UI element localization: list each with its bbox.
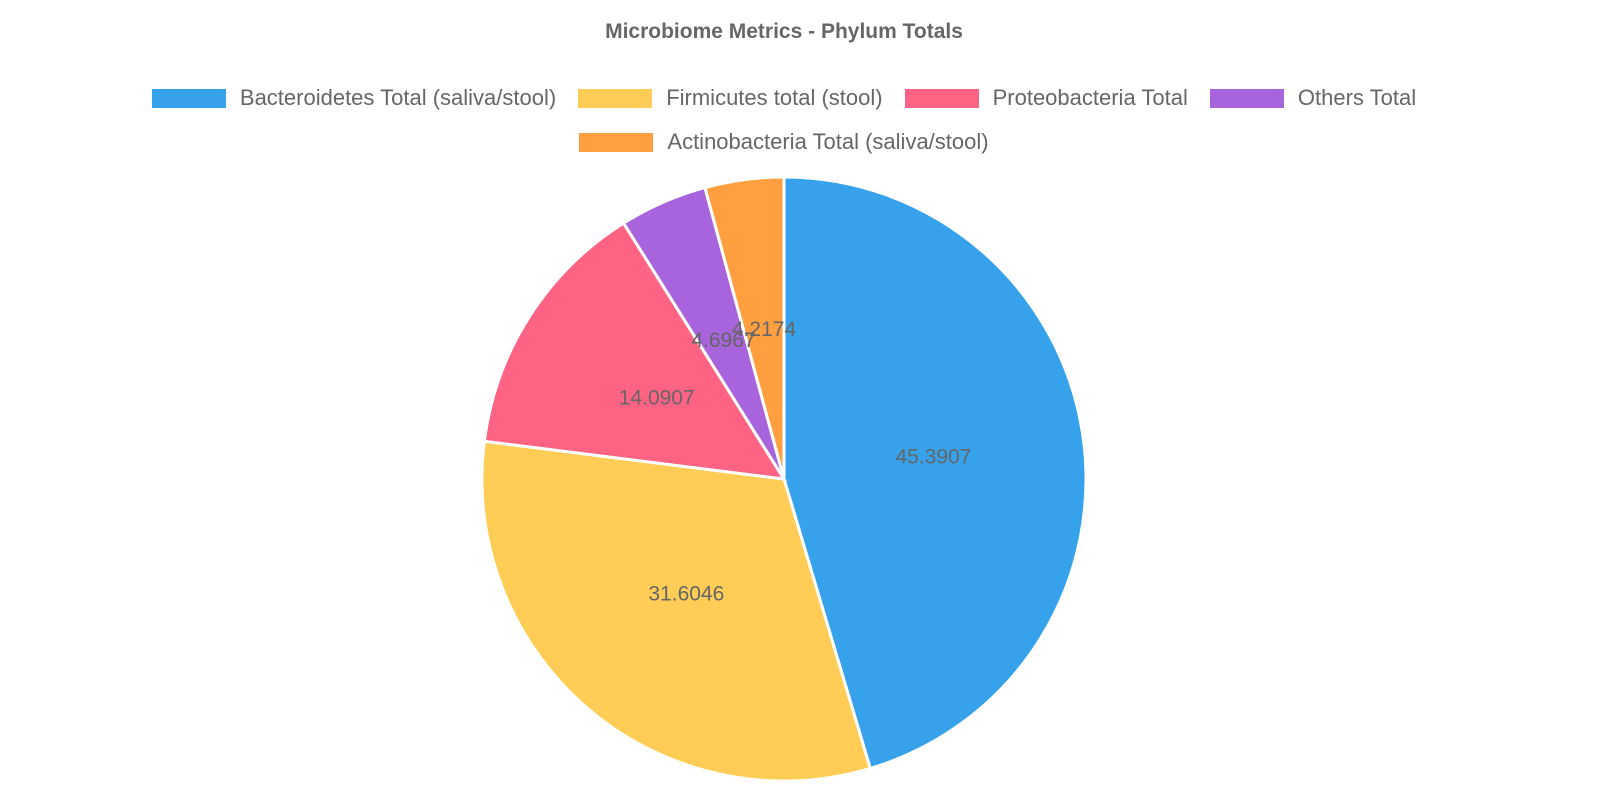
legend-label-actinobacteria: Actinobacteria Total (saliva/stool) — [667, 129, 989, 154]
legend-swatch-bacteroidetes — [151, 88, 226, 108]
slice-label-others: 4.6967 — [691, 329, 755, 352]
legend-item-bacteroidetes[interactable]: Bacteroidetes Total (saliva/stool) — [151, 85, 557, 111]
slice-label-actinobacteria: 4.2174 — [732, 318, 797, 341]
pie-slice-actinobacteria[interactable] — [703, 175, 786, 480]
slice-label-bacteroidetes: 45.3907 — [895, 446, 971, 469]
pie-slice-proteobacteria[interactable] — [482, 221, 787, 481]
chart-legend: Bacteroidetes Total (saliva/stool) Firmi… — [0, 84, 1568, 172]
pie-slice-bacteroidetes[interactable] — [782, 175, 1088, 771]
legend-swatch-others — [1209, 88, 1284, 108]
legend-label-bacteroidetes: Bacteroidetes Total (saliva/stool) — [239, 85, 557, 110]
legend-label-firmicutes: Firmicutes total (stool) — [666, 85, 883, 110]
legend-swatch-firmicutes — [578, 88, 653, 108]
pie-slices — [480, 175, 1088, 783]
legend-label-proteobacteria: Proteobacteria Total — [992, 85, 1188, 110]
legend-item-proteobacteria[interactable]: Proteobacteria Total — [904, 85, 1188, 111]
legend-swatch-proteobacteria — [904, 88, 979, 108]
legend-row-2: Actinobacteria Total (saliva/stool) — [0, 128, 1568, 156]
legend-label-others: Others Total — [1297, 85, 1417, 110]
legend-item-others[interactable]: Others Total — [1209, 85, 1417, 111]
legend-row-1: Bacteroidetes Total (saliva/stool) Firmi… — [0, 84, 1568, 112]
slice-label-proteobacteria: 14.0907 — [619, 386, 695, 409]
legend-item-firmicutes[interactable]: Firmicutes total (stool) — [578, 85, 883, 111]
legend-item-actinobacteria[interactable]: Actinobacteria Total (saliva/stool) — [579, 129, 989, 155]
chart-title: Microbiome Metrics - Phylum Totals — [605, 20, 963, 43]
slice-label-firmicutes: 31.6046 — [648, 583, 724, 606]
pie-slice-firmicutes[interactable] — [480, 439, 873, 783]
legend-swatch-actinobacteria — [579, 132, 654, 152]
